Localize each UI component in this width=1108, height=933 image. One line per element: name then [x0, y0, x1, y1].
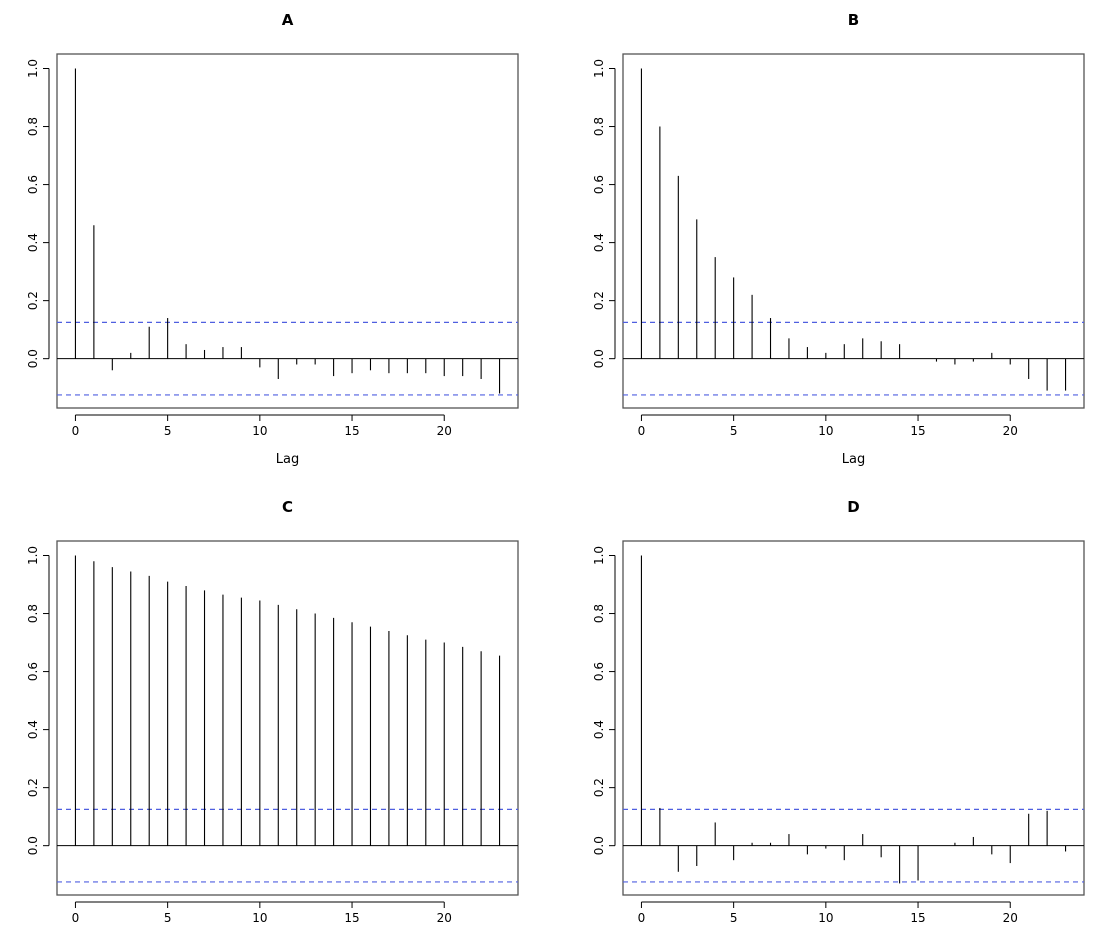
x-tick-label-c-2: 10 [252, 911, 267, 925]
panel-title-a: A [282, 11, 294, 29]
y-tick-label-b-1: 0.2 [592, 291, 606, 310]
x-tick-label-d-3: 15 [910, 911, 925, 925]
x-tick-label-b-2: 10 [818, 424, 833, 438]
x-tick-label-b-0: 0 [638, 424, 646, 438]
panel-title-c: C [282, 498, 293, 516]
y-tick-label-b-4: 0.8 [592, 117, 606, 136]
acf-panel-c: C 0.0 0.2 0.4 0.6 0.8 1.0 0 5 10 15 20 [26, 498, 519, 925]
x-tick-label-c-1: 5 [164, 911, 172, 925]
x-tick-label-b-4: 20 [1003, 424, 1018, 438]
y-tick-label-a-5: 1.0 [26, 59, 40, 78]
panel-title-d: D [847, 498, 859, 516]
y-tick-label-d-2: 0.4 [592, 720, 606, 739]
x-axis-label-a: Lag [276, 452, 299, 467]
y-tick-label-a-2: 0.4 [26, 233, 40, 252]
x-tick-label-a-1: 5 [164, 424, 172, 438]
x-tick-label-a-4: 20 [437, 424, 452, 438]
x-tick-label-d-4: 20 [1003, 911, 1018, 925]
x-tick-label-c-3: 15 [344, 911, 359, 925]
plot-frame-b [622, 53, 1085, 409]
y-tick-label-d-4: 0.8 [592, 604, 606, 623]
y-tick-label-d-0: 0.0 [592, 836, 606, 855]
y-tick-label-d-1: 0.2 [592, 778, 606, 797]
x-tick-label-d-1: 5 [730, 911, 738, 925]
plot-frame-a [56, 53, 519, 409]
y-tick-label-c-0: 0.0 [26, 836, 40, 855]
y-tick-label-d-3: 0.6 [592, 662, 606, 681]
y-tick-label-a-4: 0.8 [26, 117, 40, 136]
acf-panel-b: B 0.0 0.2 0.4 0.6 0.8 1.0 0 5 10 15 20 Lag [592, 11, 1085, 467]
x-tick-label-c-0: 0 [72, 911, 80, 925]
y-tick-label-c-2: 0.4 [26, 720, 40, 739]
y-tick-label-b-5: 1.0 [592, 59, 606, 78]
y-tick-label-c-1: 0.2 [26, 778, 40, 797]
x-tick-label-a-3: 15 [344, 424, 359, 438]
y-tick-label-c-4: 0.8 [26, 604, 40, 623]
acf-panel-d: D 0.0 0.2 0.4 0.6 0.8 1.0 0 5 10 15 20 [592, 498, 1085, 925]
x-axis-label-b: Lag [842, 452, 865, 467]
x-tick-label-d-0: 0 [638, 911, 646, 925]
panel-title-b: B [848, 11, 859, 29]
plot-frame-c [56, 540, 519, 896]
y-tick-label-b-3: 0.6 [592, 175, 606, 194]
y-tick-label-a-3: 0.6 [26, 175, 40, 194]
plot-frame-d [622, 540, 1085, 896]
y-tick-label-a-1: 0.2 [26, 291, 40, 310]
y-tick-label-c-5: 1.0 [26, 546, 40, 565]
y-tick-label-d-5: 1.0 [592, 546, 606, 565]
x-tick-label-b-1: 5 [730, 424, 738, 438]
x-tick-label-b-3: 15 [910, 424, 925, 438]
x-tick-label-a-0: 0 [72, 424, 80, 438]
y-tick-label-a-0: 0.0 [26, 349, 40, 368]
x-tick-label-a-2: 10 [252, 424, 267, 438]
y-tick-label-c-3: 0.6 [26, 662, 40, 681]
x-tick-label-d-2: 10 [818, 911, 833, 925]
acf-panel-a: A 0.0 0.2 0.4 0.6 0.8 1.0 0 5 10 15 20 Lag [26, 11, 519, 467]
y-tick-label-b-0: 0.0 [592, 349, 606, 368]
x-tick-label-c-4: 20 [437, 911, 452, 925]
y-tick-label-b-2: 0.4 [592, 233, 606, 252]
